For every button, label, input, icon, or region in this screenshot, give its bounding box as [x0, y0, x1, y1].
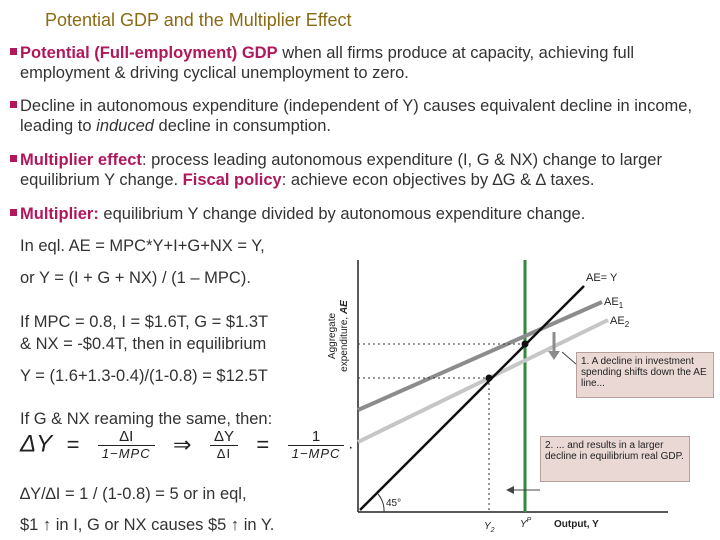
- angle-arc: [377, 493, 385, 513]
- ae-equals-y-line: [359, 285, 585, 511]
- paragraph-potential-gdp: Potential (Full-employment) GDP when all…: [20, 43, 710, 83]
- text-autonomous-b: decline in consumption.: [153, 117, 331, 135]
- label-ae2-text: AE: [610, 315, 625, 327]
- page-title: Potential GDP and the Multiplier Effect: [45, 10, 352, 30]
- ae-diagram: Aggregate expenditure, AE AE= Y AE1 AE2 …: [327, 260, 668, 534]
- keyword-multiplier: Multiplier:: [20, 205, 99, 223]
- fraction-numerator: ΔI: [97, 428, 155, 446]
- bullet-marker: [10, 101, 17, 108]
- note1-leader: [561, 351, 577, 365]
- paragraph-autonomous-decline: Decline in autonomous expenditure (indep…: [20, 96, 710, 136]
- fraction-denominator: 1−MPC: [291, 446, 341, 461]
- text-induced: induced: [96, 117, 154, 135]
- formula-fraction-1: ΔI 1−MPC: [97, 428, 155, 461]
- ratio-line: ∆Y/∆I = 1 / (1-0.8) = 5 or in eql,: [20, 485, 247, 503]
- shift-arrow-head: [548, 351, 560, 360]
- formula-fraction-3: 1 1−MPC: [287, 428, 345, 461]
- equilibrium-point-1: [521, 340, 529, 348]
- ae2-line: [357, 318, 609, 444]
- y-axis-label-ae: AE: [339, 300, 350, 315]
- fraction-denominator: 1−MPC: [101, 446, 151, 461]
- x-axis-label: Output, Y: [554, 519, 599, 530]
- y-axis-label-text: expenditure,: [339, 314, 350, 372]
- fraction-numerator: 1: [287, 428, 345, 446]
- y-axis-label-1: Aggregate: [327, 312, 338, 359]
- bullet-marker: [10, 209, 17, 216]
- formula-fraction-2: ΔY ΔI: [209, 428, 238, 461]
- text-multiplier-effect: : process leading autonomous expenditure…: [20, 151, 662, 189]
- fraction-numerator: ΔY: [209, 428, 238, 446]
- conclusion-line: $1 ↑ in I, G or NX causes $5 ↑ in Y.: [20, 516, 275, 534]
- equation-y: or Y = (I + G + NX) / (1 – MPC).: [20, 269, 251, 287]
- keyword-multiplier-effect: Multiplier effect: [20, 151, 142, 169]
- text-multiplier-def: equilibrium Y change divided by autonomo…: [98, 205, 586, 223]
- label-ae1: AE1: [604, 296, 624, 310]
- formula-lhs: ΔY: [20, 430, 53, 458]
- formula-implies: ⇒: [173, 431, 192, 457]
- condition-line: If G & NX reaming the same, then:: [20, 410, 273, 428]
- ae1-line: [357, 300, 603, 412]
- text-potential-gdp: when all firms produce at capacity, achi…: [20, 44, 635, 82]
- tick-y2-text: Y: [484, 521, 492, 532]
- formula-period: .: [348, 435, 353, 453]
- example-line-1: If MPC = 0.8, I = $1.6T, G = $1.3T: [20, 313, 269, 331]
- label-ae2-sub: 2: [625, 320, 630, 329]
- text-autonomous-a: Decline in autonomous expenditure (indep…: [20, 97, 693, 135]
- note2-arrow-head: [506, 486, 514, 494]
- equation-eql: In eql. AE = MPC*Y+I+G+NX = Y,: [20, 237, 265, 255]
- keyword-potential-gdp: Potential (Full-employment) GDP: [20, 44, 278, 62]
- formula-equals-2: =: [256, 431, 270, 457]
- example-line-2: & NX = -$0.4T, then in equilibrium: [20, 335, 267, 353]
- callout-note-2: 2. ... and results in a larger decline i…: [540, 436, 690, 482]
- fraction-denominator: ΔI: [216, 446, 232, 461]
- label-ae1-sub: 1: [619, 301, 624, 310]
- example-line-3: Y = (1.6+1.3-0.4)/(1-0.8) = $12.5T: [20, 367, 268, 385]
- tick-y2-sub: 2: [490, 527, 495, 534]
- text-fiscal-policy: : achieve econ objectives by ∆G & ∆ taxe…: [281, 171, 595, 189]
- bullet-marker: [10, 155, 17, 162]
- tick-y2: Y2: [484, 521, 495, 534]
- multiplier-formula: ΔY = ΔI 1−MPC ⇒ ΔY ΔI = 1 1−MPC.: [20, 428, 353, 461]
- paragraph-multiplier-effect: Multiplier effect: process leading auton…: [20, 150, 710, 190]
- label-ae-equals-y: AE= Y: [586, 272, 618, 284]
- formula-equals: =: [66, 431, 80, 457]
- tick-yp-text: Y: [520, 519, 528, 530]
- label-ae1-text: AE: [604, 296, 619, 308]
- equilibrium-point-2: [485, 374, 493, 382]
- tick-yp: YP: [520, 517, 532, 530]
- callout-note-1: 1. A decline in investment spending shif…: [576, 352, 714, 398]
- label-ae2: AE2: [610, 315, 630, 329]
- angle-label: 45°: [386, 498, 401, 509]
- bullet-marker: [10, 48, 17, 55]
- y-axis-label-2: expenditure, AE: [339, 300, 350, 372]
- keyword-fiscal-policy: Fiscal policy: [182, 171, 282, 189]
- paragraph-multiplier-def: Multiplier: equilibrium Y change divided…: [20, 204, 710, 224]
- tick-yp-sup: P: [527, 517, 532, 524]
